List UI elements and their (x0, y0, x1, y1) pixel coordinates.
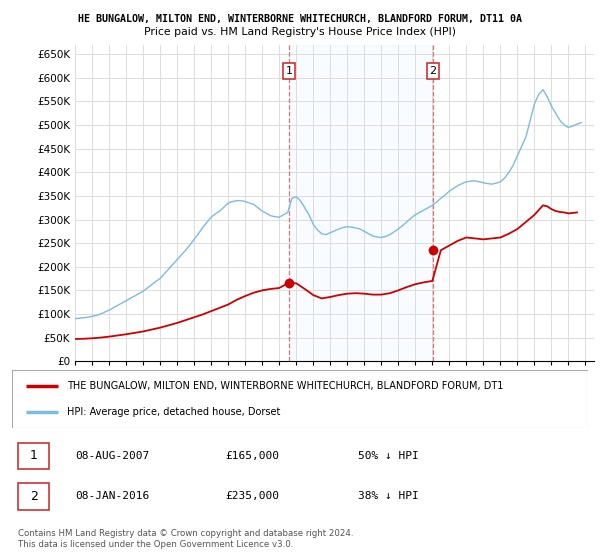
Text: Price paid vs. HM Land Registry's House Price Index (HPI): Price paid vs. HM Land Registry's House … (144, 27, 456, 37)
Text: 1: 1 (29, 449, 38, 462)
FancyBboxPatch shape (18, 442, 49, 469)
FancyBboxPatch shape (18, 483, 49, 510)
Text: £235,000: £235,000 (225, 492, 279, 502)
Bar (289, 45, 433, 361)
Text: £165,000: £165,000 (225, 451, 279, 461)
Text: 38% ↓ HPI: 38% ↓ HPI (358, 492, 418, 502)
Text: HPI: Average price, detached house, Dorset: HPI: Average price, detached house, Dors… (67, 407, 280, 417)
Text: 08-AUG-2007: 08-AUG-2007 (76, 451, 149, 461)
Text: 50% ↓ HPI: 50% ↓ HPI (358, 451, 418, 461)
Text: 1: 1 (286, 66, 293, 76)
Text: THE BUNGALOW, MILTON END, WINTERBORNE WHITECHURCH, BLANDFORD FORUM, DT1: THE BUNGALOW, MILTON END, WINTERBORNE WH… (67, 381, 503, 391)
Text: 2: 2 (29, 490, 38, 503)
Text: 08-JAN-2016: 08-JAN-2016 (76, 492, 149, 502)
Text: Contains HM Land Registry data © Crown copyright and database right 2024.
This d: Contains HM Land Registry data © Crown c… (18, 529, 353, 549)
Text: 2: 2 (429, 66, 436, 76)
Text: HE BUNGALOW, MILTON END, WINTERBORNE WHITECHURCH, BLANDFORD FORUM, DT11 0A: HE BUNGALOW, MILTON END, WINTERBORNE WHI… (78, 14, 522, 24)
